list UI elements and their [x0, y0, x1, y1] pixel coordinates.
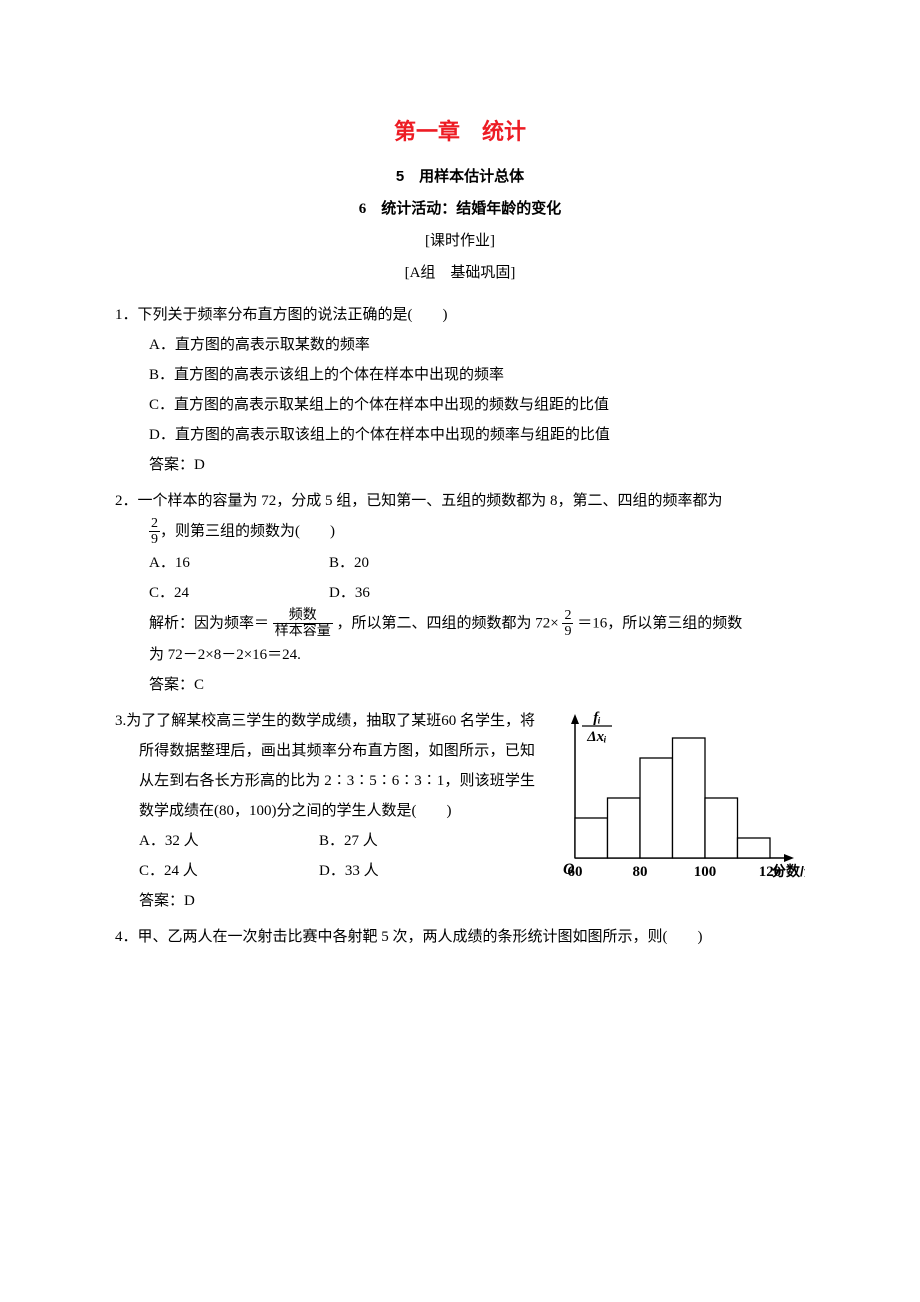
- question-2: 2．一个样本的容量为 72，分成 5 组，已知第一、五组的频数都为 8，第二、四…: [115, 486, 805, 700]
- group-a-label: [A组 基础巩固]: [115, 258, 805, 288]
- q2-fraction-2-9: 2 9: [149, 516, 160, 548]
- q3-answer: 答案：D: [115, 886, 535, 916]
- q3-stem: 3.为了了解某校高三学生的数学成绩，抽取了某班60 名学生，将所得数据整理后，画…: [115, 706, 535, 826]
- q1-option-d: D．直方图的高表示取该组上的个体在样本中出现的频率与组距的比值: [115, 420, 805, 450]
- svg-text:80: 80: [633, 864, 648, 880]
- q2-option-c: C．24: [149, 578, 329, 608]
- q1-option-a: A．直方图的高表示取某数的频率: [115, 330, 805, 360]
- q2-expl-frac1: 频数 样本容量: [273, 608, 333, 640]
- svg-text:fᵢ: fᵢ: [593, 710, 601, 726]
- q2-option-a: A．16: [149, 548, 329, 578]
- q2-expl-a: 解析：因为频率＝: [149, 615, 269, 631]
- svg-text:O: O: [563, 861, 575, 878]
- q3-option-d: D．33 人: [319, 856, 499, 886]
- q2-stem-tail: ，则第三组的频数为( ): [160, 523, 335, 539]
- q1-option-b: B．直方图的高表示该组上的个体在样本中出现的频率: [115, 360, 805, 390]
- question-1: 1．下列关于频率分布直方图的说法正确的是( ) A．直方图的高表示取某数的频率 …: [115, 300, 805, 480]
- q3-option-b: B．27 人: [319, 826, 499, 856]
- q2-explanation: 解析：因为频率＝ 频数 样本容量 ，所以第二、四组的频数都为 72× 2 9 ＝…: [115, 608, 805, 640]
- svg-text:分数/分: 分数/分: [772, 863, 805, 879]
- chapter-title: 第一章 统计: [115, 110, 805, 154]
- histogram-svg: 6080100120O分数/分fᵢΔxᵢ: [545, 706, 805, 886]
- q4-stem: 4．甲、乙两人在一次射击比赛中各射靶 5 次，两人成绩的条形统计图如图所示，则(…: [115, 922, 805, 952]
- q2-stem-line2: 2 9 ，则第三组的频数为( ): [115, 516, 805, 548]
- q3-option-c: C．24 人: [139, 856, 319, 886]
- section-6-title: 6 统计活动：结婚年龄的变化: [115, 194, 805, 224]
- q3-histogram-figure: 6080100120O分数/分fᵢΔxᵢ: [545, 706, 805, 897]
- section-5-title: 5 用样本估计总体: [115, 162, 805, 192]
- q2-answer: 答案：C: [115, 670, 805, 700]
- q2-expl-frac2-den: 9: [562, 624, 573, 639]
- q2-expl-frac2-num: 2: [562, 608, 573, 624]
- q1-answer: 答案：D: [115, 450, 805, 480]
- q1-option-c: C．直方图的高表示取某组上的个体在样本中出现的频数与组距的比值: [115, 390, 805, 420]
- q2-option-d: D．36: [329, 578, 509, 608]
- q2-explanation-line2: 为 72－2×8－2×16＝24.: [115, 640, 805, 670]
- q2-expl-b: ，所以第二、四组的频数都为 72×: [337, 615, 559, 631]
- question-4: 4．甲、乙两人在一次射击比赛中各射靶 5 次，两人成绩的条形统计图如图所示，则(…: [115, 922, 805, 952]
- svg-text:Δxᵢ: Δxᵢ: [586, 729, 606, 745]
- q2-expl-frac1-den: 样本容量: [273, 624, 333, 639]
- q2-expl-frac2: 2 9: [562, 608, 573, 640]
- q2-frac-num: 2: [149, 516, 160, 532]
- homework-label: [课时作业]: [115, 226, 805, 256]
- svg-text:100: 100: [694, 864, 717, 880]
- q2-expl-c: ＝16，所以第三组的频数: [577, 615, 742, 631]
- q2-option-b: B．20: [329, 548, 509, 578]
- q1-stem: 1．下列关于频率分布直方图的说法正确的是( ): [115, 300, 805, 330]
- q3-option-a: A．32 人: [139, 826, 319, 856]
- q2-expl-frac1-num: 频数: [273, 608, 333, 624]
- q2-stem-line1: 2．一个样本的容量为 72，分成 5 组，已知第一、五组的频数都为 8，第二、四…: [115, 486, 805, 516]
- question-3: 3.为了了解某校高三学生的数学成绩，抽取了某班60 名学生，将所得数据整理后，画…: [115, 706, 805, 916]
- q2-frac-den: 9: [149, 532, 160, 547]
